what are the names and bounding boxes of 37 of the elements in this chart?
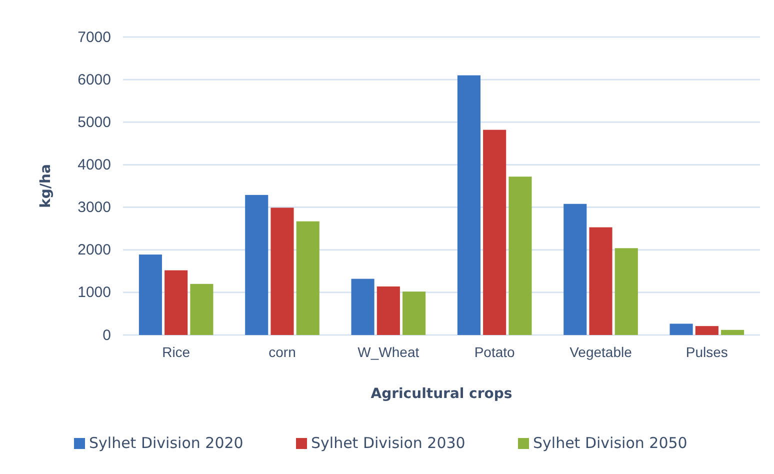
x-tick-label: Pulses <box>686 344 728 360</box>
x-axis-title: Agricultural crops <box>370 386 512 402</box>
bar <box>589 227 612 335</box>
y-tick-label: 3000 <box>78 199 111 216</box>
y-tick-label: 7000 <box>78 28 111 46</box>
bar <box>190 284 214 335</box>
x-tick-label: Vegetable <box>570 344 632 360</box>
bar <box>614 248 638 335</box>
bar <box>483 130 506 335</box>
bar <box>138 254 162 335</box>
x-tick-label: Rice <box>162 344 190 360</box>
legend-label: Sylhet Division 2020 <box>89 434 244 452</box>
y-axis-title: kg/ha <box>38 164 54 208</box>
bar <box>721 330 744 335</box>
y-tick-label: 2000 <box>78 242 111 259</box>
bar <box>376 286 400 335</box>
bar <box>245 194 268 335</box>
legend-label: Sylhet Division 2030 <box>311 434 466 452</box>
bar <box>164 270 188 335</box>
y-tick-label: 1000 <box>78 284 111 302</box>
bar <box>695 326 718 335</box>
bar <box>564 204 587 335</box>
bar <box>457 75 480 335</box>
bar <box>670 324 693 335</box>
x-tick-label: Potato <box>474 344 516 360</box>
bar <box>351 278 374 335</box>
legend-label: Sylhet Division 2050 <box>533 434 688 452</box>
y-tick-label: 6000 <box>78 71 111 88</box>
x-tick-label: W_Wheat <box>358 344 420 360</box>
bar <box>508 176 532 335</box>
y-tick-label: 4000 <box>78 156 111 174</box>
bar <box>402 292 426 335</box>
bar <box>296 221 320 335</box>
y-tick-label: 0 <box>102 326 111 344</box>
y-tick-label: 5000 <box>78 114 111 131</box>
x-tick-label: corn <box>268 344 296 360</box>
bar <box>270 208 294 335</box>
